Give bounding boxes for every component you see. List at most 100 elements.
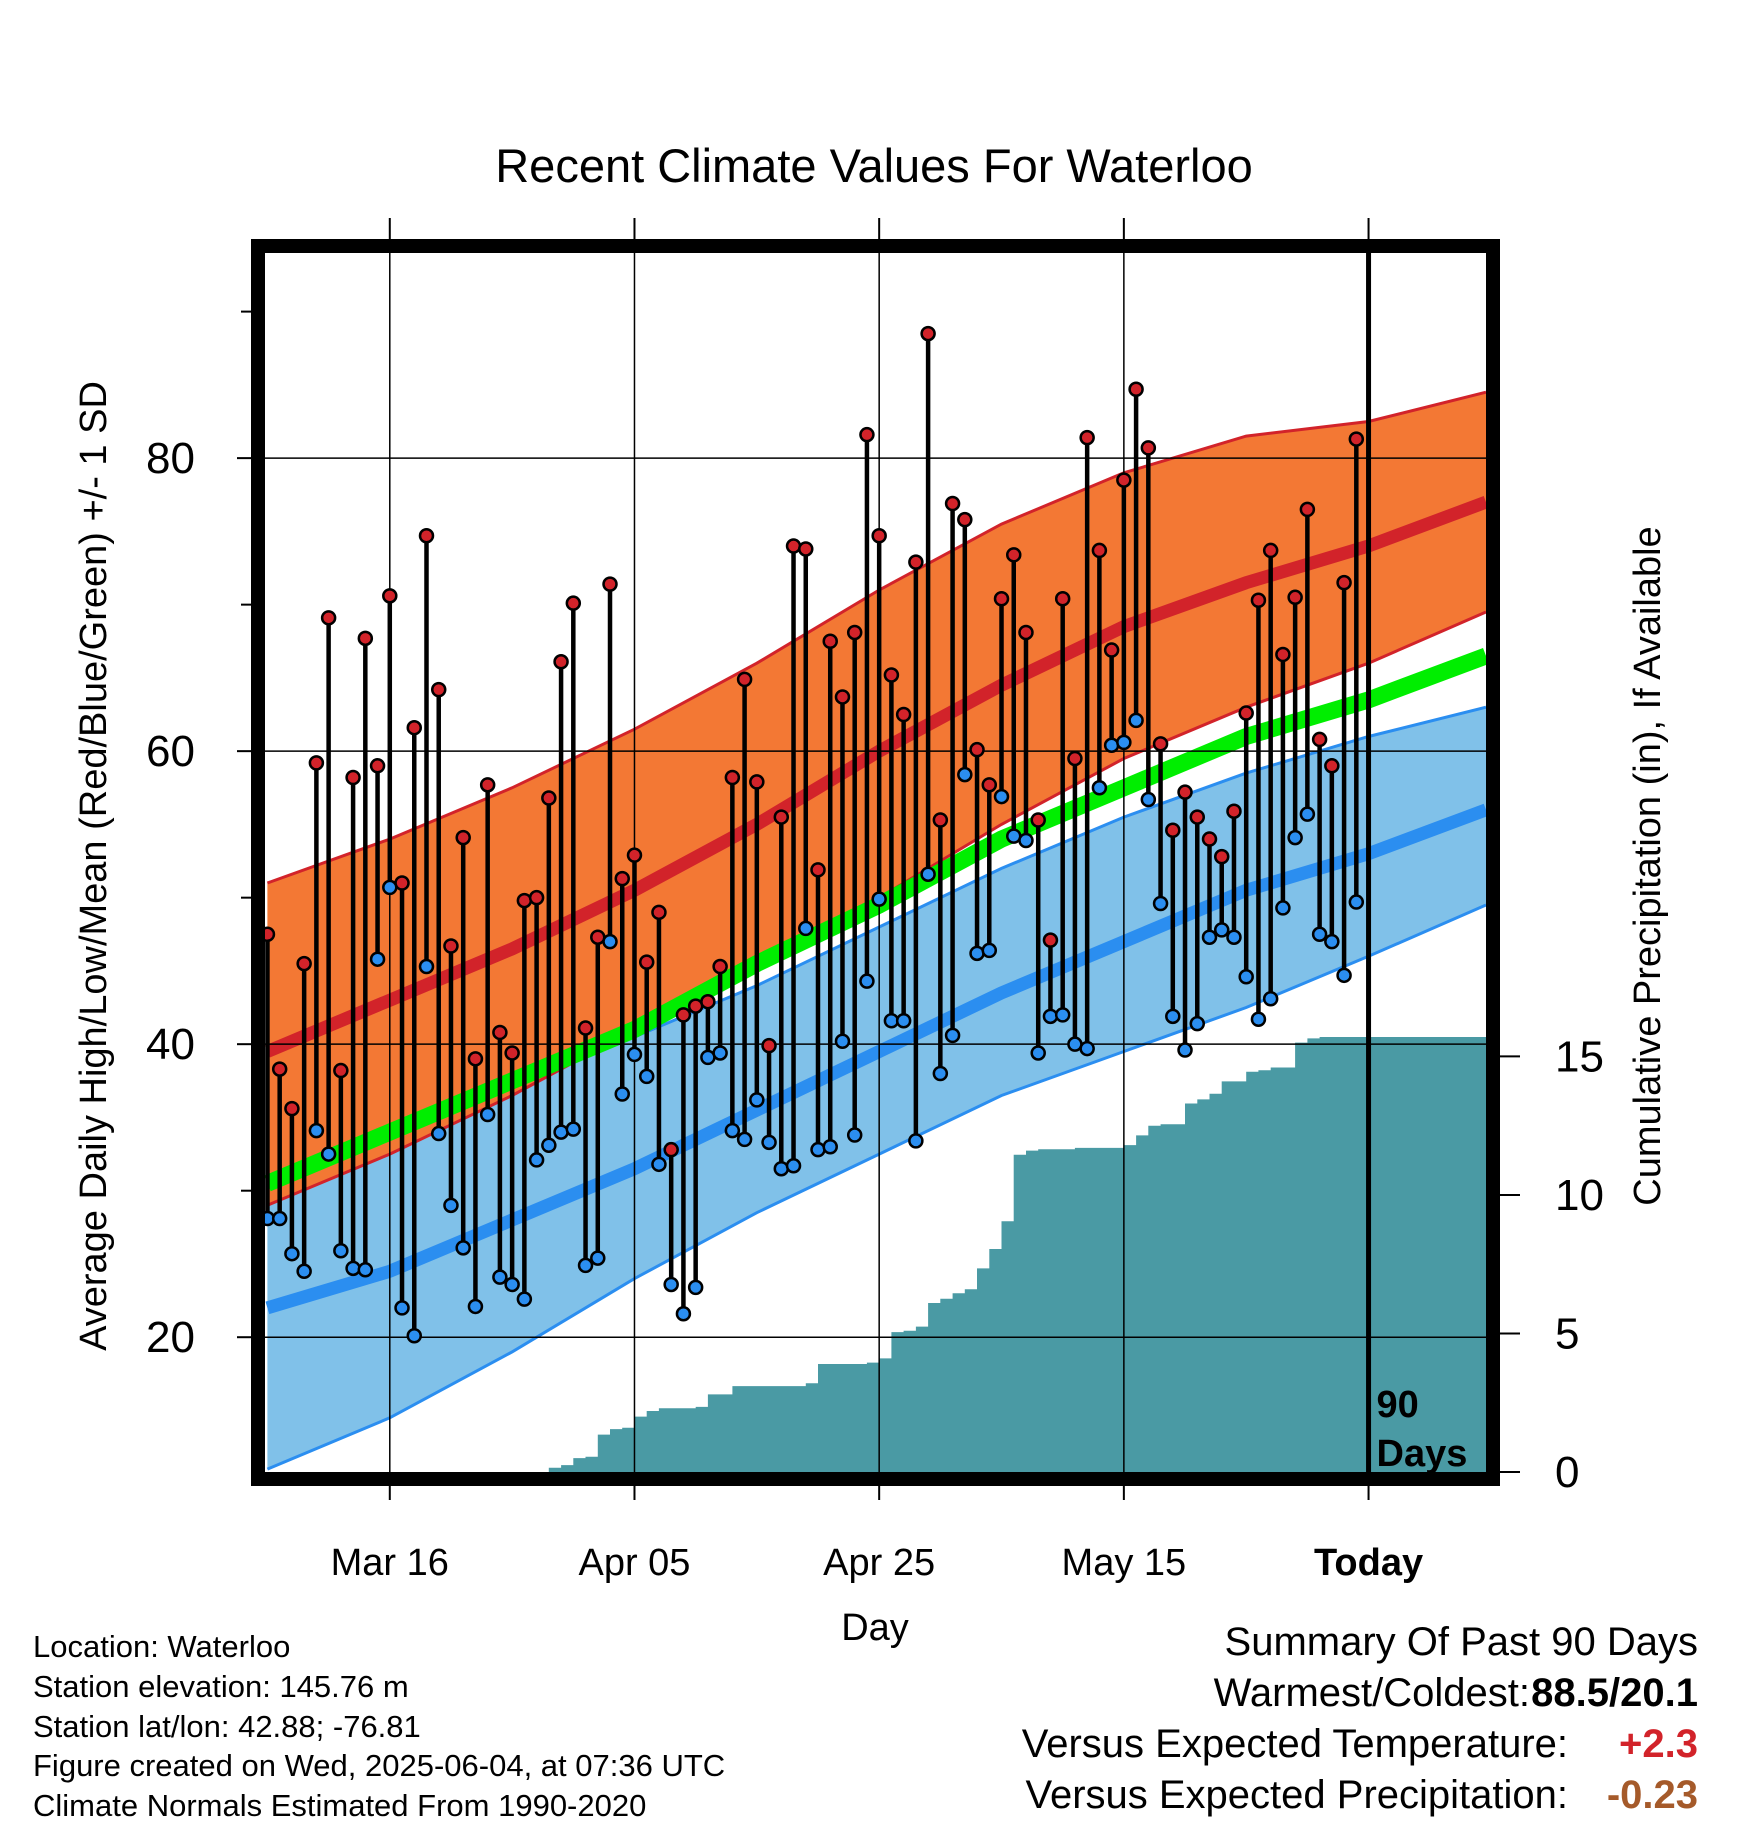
daily-high-point-67 [1079, 429, 1095, 446]
daily-low-point-83 [1275, 900, 1291, 916]
daily-high-point-34 [675, 1007, 692, 1023]
daily-low-point-20 [504, 1276, 520, 1293]
daily-high-point-82 [1262, 542, 1279, 559]
daily-high-point-46 [822, 633, 838, 650]
daily-low-point-63 [1030, 1045, 1046, 1061]
daily-low-point-5 [320, 1146, 337, 1162]
daily-high-point-13 [418, 528, 435, 544]
daily-low-point-7 [345, 1260, 361, 1277]
daily-high-point-10 [382, 588, 398, 604]
daily-low-point-46 [822, 1138, 838, 1155]
daily-low-point-14 [430, 1125, 447, 1142]
daily-high-point-43 [785, 538, 802, 554]
daily-low-point-17 [467, 1298, 484, 1315]
daily-high-point-56 [944, 495, 961, 512]
daily-low-point-27 [590, 1250, 606, 1266]
daily-high-point-69 [1103, 642, 1120, 658]
daily-low-point-8 [357, 1262, 374, 1278]
daily-high-point-52 [895, 706, 912, 723]
daily-low-point-62 [1018, 832, 1034, 849]
daily-high-point-15 [443, 938, 459, 954]
daily-low-point-68 [1091, 780, 1108, 796]
daily-low-point-40 [749, 1092, 765, 1108]
daily-high-point-44 [798, 541, 814, 557]
daily-high-point-89 [1348, 431, 1365, 447]
daily-high-point-21 [516, 892, 533, 909]
daily-high-point-84 [1287, 589, 1303, 606]
daily-high-point-62 [1018, 624, 1034, 641]
daily-high-point-5 [320, 610, 337, 626]
daily-high-point-57 [957, 511, 973, 528]
daily-high-point-54 [920, 325, 936, 342]
daily-high-point-24 [553, 654, 569, 670]
normals-text: Climate Normals Estimated From 1990-2020 [33, 1788, 647, 1823]
daily-high-point-59 [981, 777, 998, 793]
daily-low-point-82 [1262, 991, 1279, 1007]
daily-low-point-44 [798, 920, 814, 937]
x-tick-label-2: Apr 25 [823, 1542, 935, 1584]
created-text: Figure created on Wed, 2025-06-04, at 07… [33, 1748, 726, 1783]
daily-high-point-60 [993, 591, 1010, 607]
daily-high-point-38 [724, 769, 741, 786]
daily-high-point-81 [1250, 592, 1267, 608]
daily-high-point-65 [1054, 591, 1071, 607]
daily-low-point-13 [418, 958, 435, 975]
daily-high-point-6 [333, 1062, 349, 1079]
daily-high-point-58 [969, 741, 985, 758]
daily-low-point-87 [1324, 933, 1340, 950]
daily-low-point-33 [663, 1276, 679, 1293]
daily-high-point-28 [602, 576, 618, 592]
daily-low-point-73 [1152, 895, 1169, 912]
daily-low-point-37 [712, 1045, 728, 1061]
daily-low-point-85 [1299, 806, 1316, 822]
daily-low-point-58 [969, 945, 985, 962]
daily-high-point-71 [1128, 381, 1144, 398]
daily-high-point-14 [430, 681, 447, 698]
daily-high-point-0 [265, 926, 276, 943]
daily-high-point-83 [1275, 646, 1291, 663]
daily-low-point-77 [1201, 929, 1218, 945]
y-axis-title: Average Daily High/Low/Mean (Red/Blue/Gr… [73, 381, 115, 1351]
daily-high-point-88 [1336, 574, 1352, 591]
daily-low-point-50 [871, 891, 887, 907]
temp-label: Versus Expected Temperature: [1021, 1722, 1568, 1766]
daily-high-point-12 [406, 719, 423, 736]
daily-high-point-42 [773, 809, 790, 825]
daily-high-point-29 [614, 870, 630, 887]
daily-low-point-25 [565, 1121, 582, 1137]
daily-low-point-48 [846, 1127, 863, 1143]
daily-low-point-55 [932, 1065, 949, 1082]
daily-low-point-23 [541, 1137, 557, 1154]
daily-low-point-35 [687, 1279, 704, 1296]
daily-low-point-57 [957, 766, 973, 783]
cumulative-precip-area [267, 1037, 1486, 1472]
daily-low-point-69 [1103, 737, 1120, 754]
daily-low-point-15 [443, 1197, 459, 1214]
daily-low-point-18 [479, 1106, 496, 1123]
daily-high-point-39 [736, 671, 753, 688]
daily-low-point-56 [944, 1027, 961, 1044]
daily-high-point-40 [749, 774, 765, 790]
daily-high-point-25 [565, 595, 582, 611]
x-tick-label-4: Today [1314, 1542, 1423, 1584]
daily-low-point-43 [785, 1158, 802, 1174]
y2-tick-label-10: 10 [1555, 1171, 1604, 1220]
daily-low-point-9 [369, 951, 386, 967]
daily-high-point-33 [663, 1141, 679, 1158]
today-label-line-0: 90 [1377, 1384, 1419, 1426]
daily-high-point-1 [271, 1061, 288, 1077]
daily-low-point-42 [773, 1160, 790, 1177]
daily-low-point-39 [736, 1131, 753, 1148]
daily-low-point-24 [553, 1124, 569, 1140]
y-tick-label-80: 80 [146, 434, 195, 483]
y-tick-label-20: 20 [146, 1313, 195, 1362]
daily-low-point-74 [1165, 1008, 1181, 1025]
daily-low-point-21 [516, 1291, 533, 1307]
daily-low-point-59 [981, 942, 998, 959]
x-tick-label-0: Mar 16 [331, 1542, 449, 1584]
daily-high-point-22 [528, 889, 545, 906]
daily-high-point-31 [638, 954, 655, 970]
daily-low-point-11 [394, 1300, 410, 1316]
daily-low-point-12 [406, 1327, 423, 1344]
